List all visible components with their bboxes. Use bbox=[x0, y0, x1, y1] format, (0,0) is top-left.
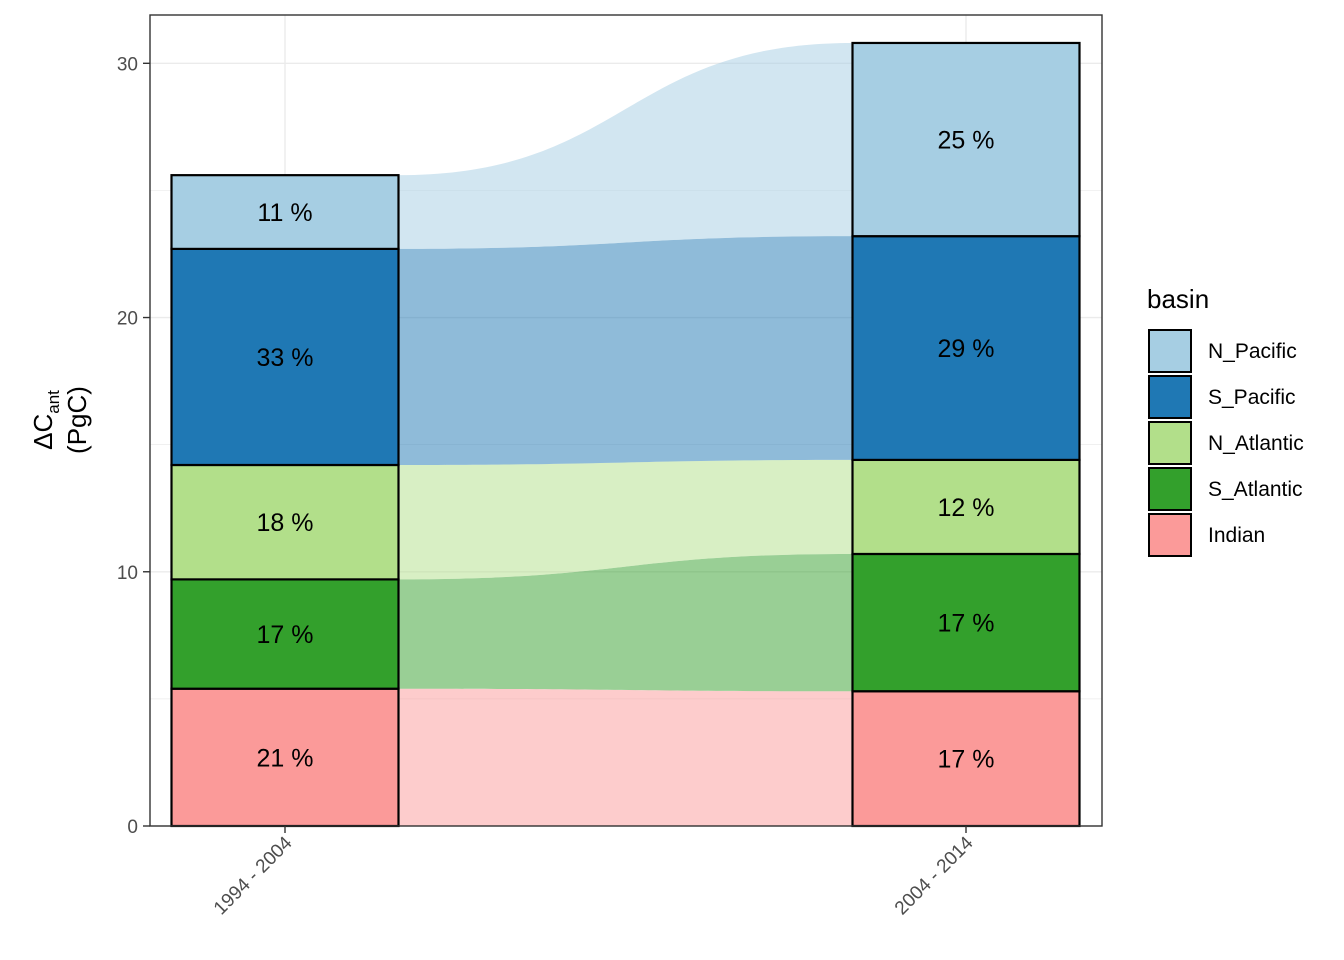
legend-label: S_Pacific bbox=[1208, 386, 1296, 409]
legend-label: N_Pacific bbox=[1208, 340, 1297, 363]
percent-label: 18 % bbox=[257, 509, 314, 537]
percent-label: 12 % bbox=[938, 494, 995, 522]
legend-label: N_Atlantic bbox=[1208, 432, 1304, 455]
legend: basin N_Pacific S_Pacific N_Atlantic S_Atla… bbox=[1147, 284, 1304, 556]
percent-label: 29 % bbox=[938, 335, 995, 363]
x-tick-label: 1994 - 2004 bbox=[210, 832, 297, 919]
y-tick-label: 0 bbox=[127, 817, 138, 838]
percent-label: 17 % bbox=[257, 621, 314, 649]
percent-label: 25 % bbox=[938, 127, 995, 155]
legend-key-N_Atlantic bbox=[1149, 422, 1191, 464]
percent-label: 11 % bbox=[257, 199, 312, 227]
x-axis: 1994 - 2004 2004 - 2014 bbox=[210, 826, 978, 919]
y-axis-title: ΔCant (PgC) bbox=[28, 386, 92, 454]
y-axis-title-symbol: ΔCant bbox=[28, 390, 63, 450]
legend-key-S_Atlantic bbox=[1149, 468, 1191, 510]
y-axis: 0 10 20 30 bbox=[117, 54, 150, 838]
percent-label: 17 % bbox=[938, 610, 995, 638]
y-tick-label: 10 bbox=[117, 563, 138, 584]
percent-label: 17 % bbox=[938, 746, 995, 774]
legend-key-N_Pacific bbox=[1149, 330, 1191, 372]
y-tick-label: 20 bbox=[117, 309, 138, 330]
flow-Indian bbox=[399, 689, 853, 826]
x-tick-label: 2004 - 2014 bbox=[891, 832, 978, 919]
legend-key-S_Pacific bbox=[1149, 376, 1191, 418]
y-tick-label: 30 bbox=[117, 54, 138, 75]
legend-label: S_Atlantic bbox=[1208, 478, 1303, 501]
legend-label: Indian bbox=[1208, 524, 1265, 547]
legend-key-Indian bbox=[1149, 514, 1191, 556]
percent-label: 33 % bbox=[257, 344, 314, 372]
percent-label: 21 % bbox=[257, 744, 314, 772]
legend-title: basin bbox=[1147, 284, 1209, 314]
y-axis-title-unit: (PgC) bbox=[62, 386, 92, 454]
flow-S_Pacific bbox=[399, 236, 853, 465]
